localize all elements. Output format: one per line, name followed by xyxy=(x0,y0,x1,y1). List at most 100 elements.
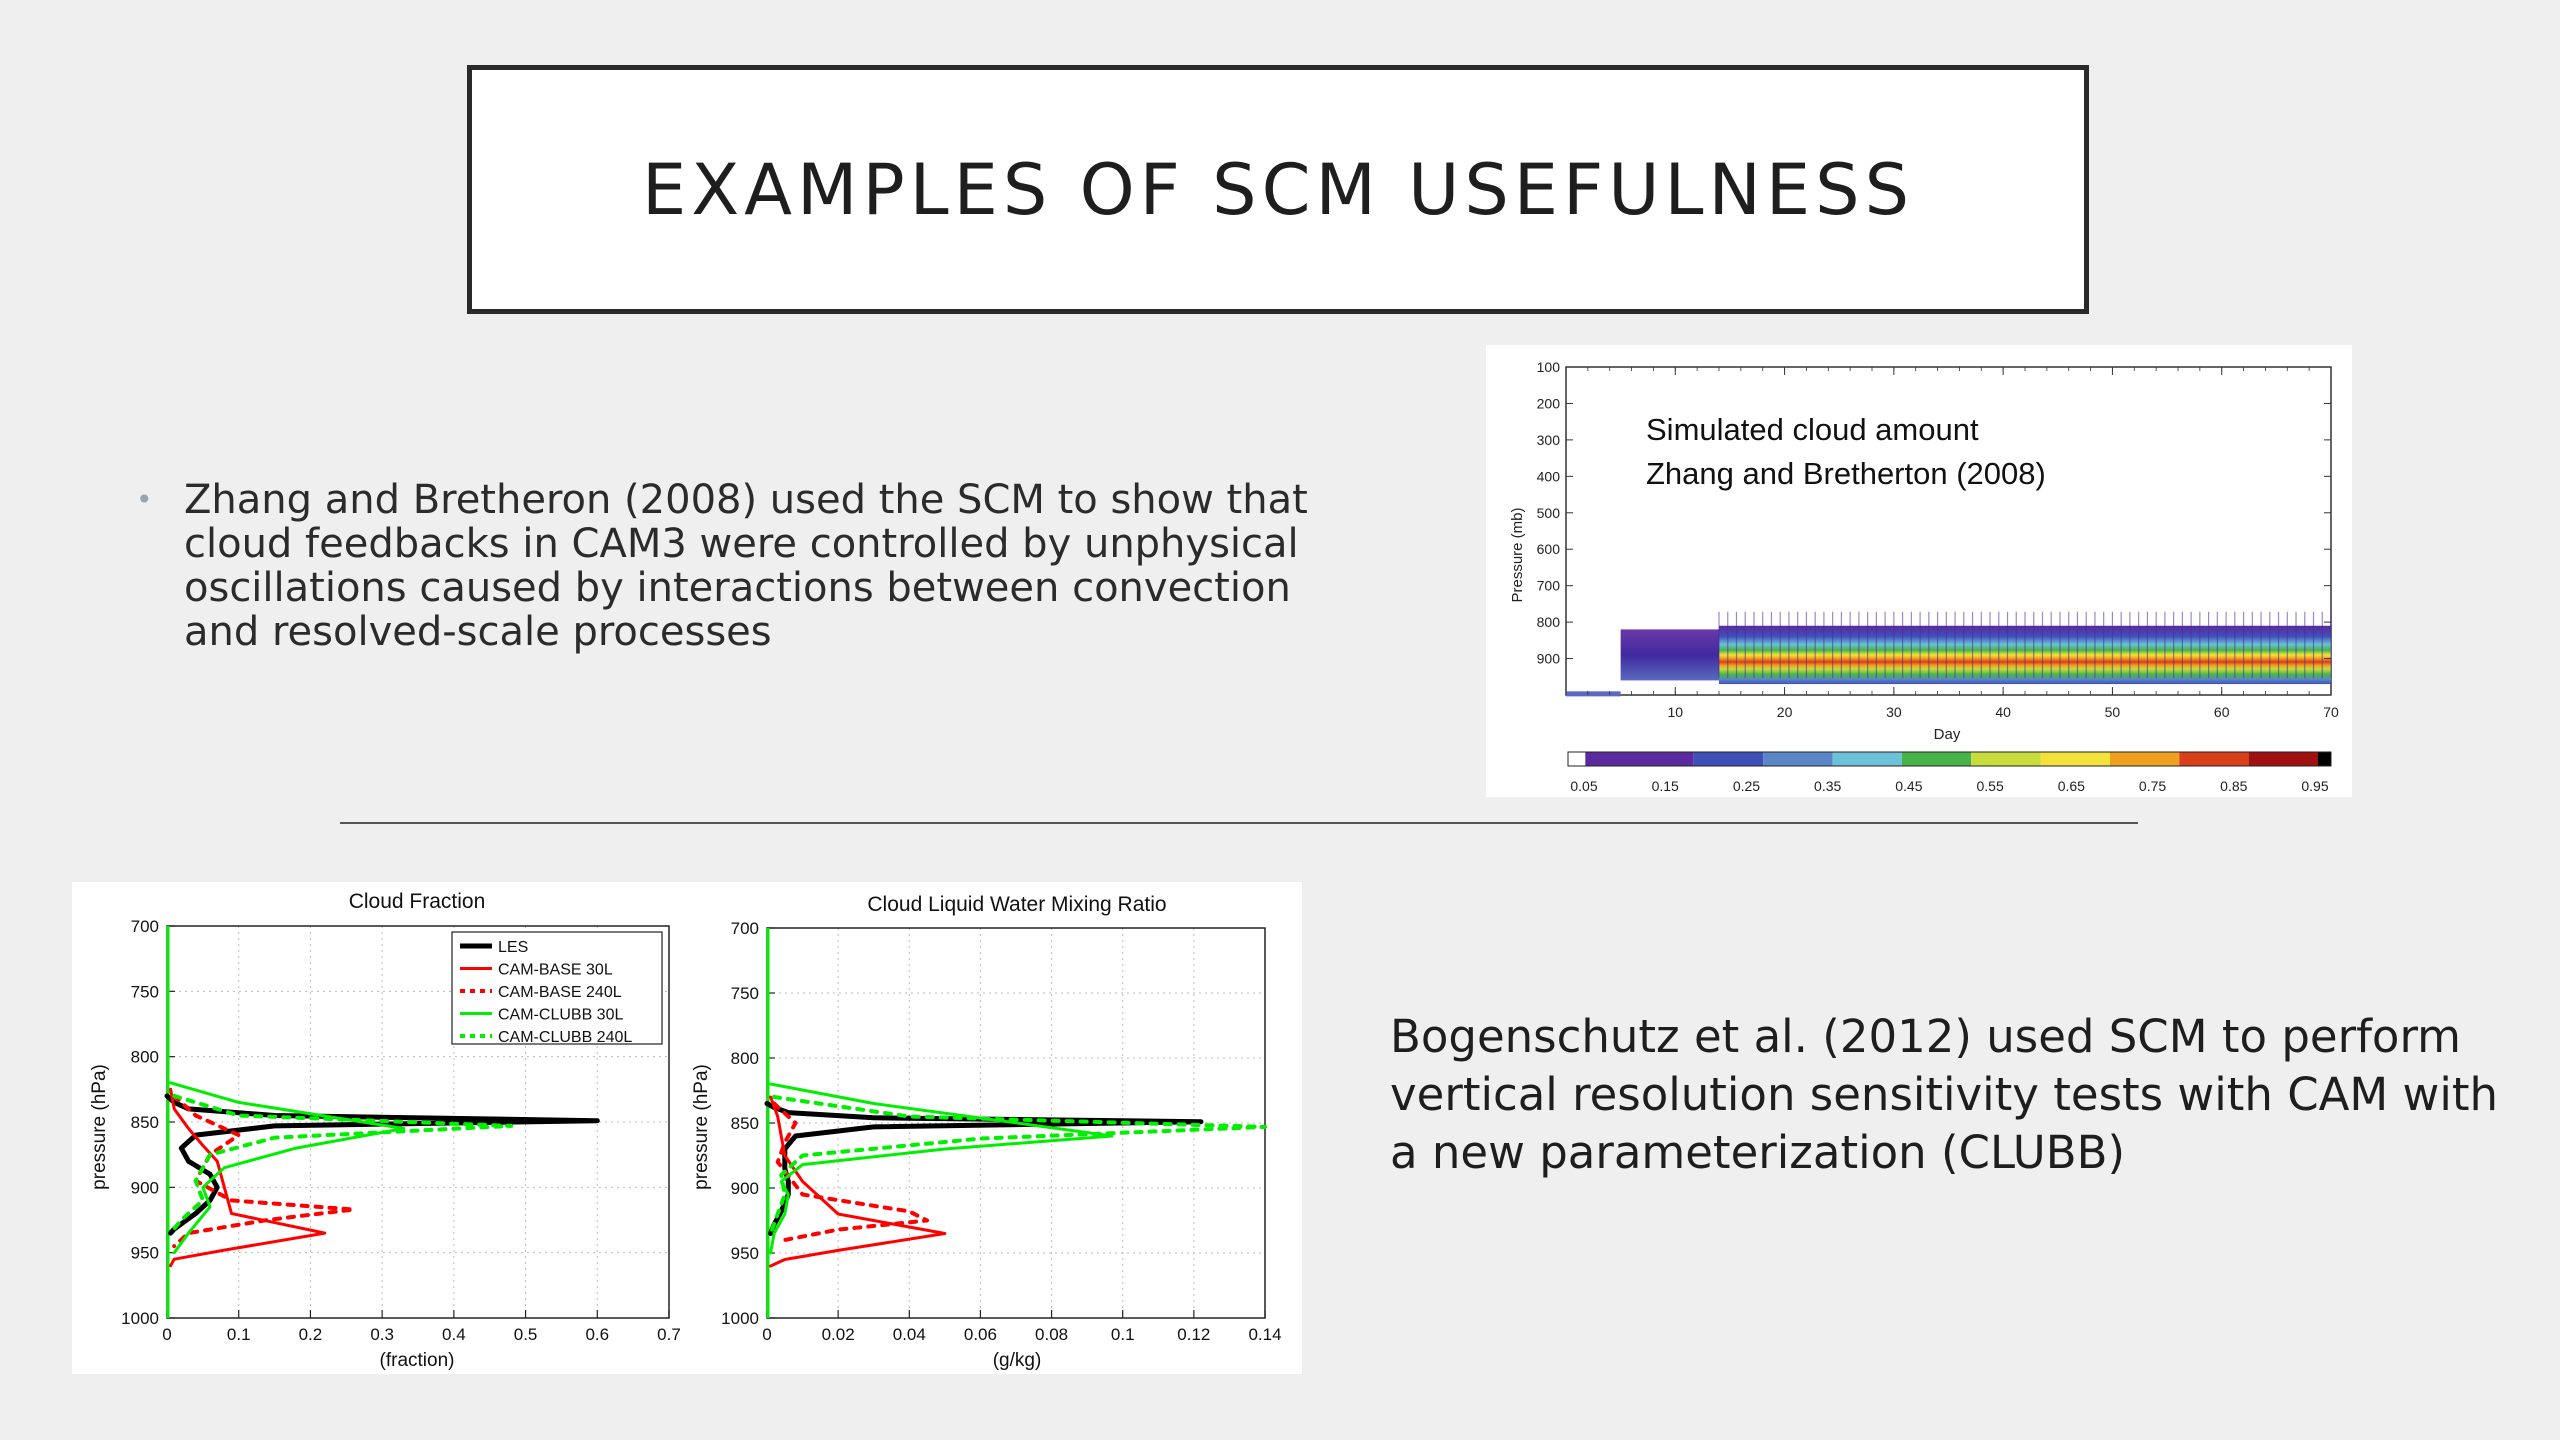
annotation-line-1: Simulated cloud amount xyxy=(1646,412,1979,447)
series-line-les xyxy=(764,1101,1204,1236)
chart1-x-label: (fraction) xyxy=(380,1350,455,1371)
y-tick-label: 850 xyxy=(731,1114,759,1133)
heatmap-x-tick-label: 30 xyxy=(1886,704,1902,720)
x-tick-label: 0 xyxy=(162,1325,171,1344)
y-tick-label: 750 xyxy=(131,982,159,1001)
heatmap-y-tick-label: 100 xyxy=(1537,359,1561,375)
y-tick-label: 1000 xyxy=(121,1309,159,1328)
divider-line xyxy=(340,822,2138,824)
heatmap-y-tick-label: 800 xyxy=(1537,614,1561,630)
profile-figures: Cloud Fraction (fraction) pressure (hPa)… xyxy=(72,882,1302,1374)
heatmap-y-tick-label: 200 xyxy=(1537,395,1561,411)
bullet-dot-icon: • xyxy=(136,483,153,516)
colorbar-tick-label: 0.85 xyxy=(2220,778,2247,794)
legend-label: CAM-CLUBB 240L xyxy=(498,1029,632,1046)
colorbar-tick-label: 0.05 xyxy=(1570,778,1597,794)
x-tick-label: 0.7 xyxy=(657,1325,681,1344)
series-line-cam-clubb-30l xyxy=(169,1081,406,1255)
x-tick-label: 0.3 xyxy=(370,1325,394,1344)
slide-title: EXAMPLES OF SCM USEFULNESS xyxy=(641,148,1914,231)
colorbar-segment xyxy=(1693,752,1764,766)
colorbar-segment xyxy=(1568,752,1586,766)
legend-box xyxy=(451,931,663,1045)
heatmap-x-tick-label: 70 xyxy=(2323,704,2339,720)
colorbar-segment xyxy=(2109,752,2180,766)
series-line-cam-clubb-240l xyxy=(168,1093,514,1236)
y-tick-label: 950 xyxy=(131,1244,159,1263)
chart2-x-label: (g/kg) xyxy=(993,1350,1042,1371)
x-tick-label: 0.2 xyxy=(299,1325,323,1344)
series-line-cam-base-240l xyxy=(772,1101,930,1242)
y-tick-label: 800 xyxy=(131,1048,159,1067)
heatmap-x-tick-label: 20 xyxy=(1777,704,1793,720)
profile-charts: Cloud Fraction (fraction) pressure (hPa)… xyxy=(89,890,1282,1371)
annotation-line-2: Zhang and Bretherton (2008) xyxy=(1646,456,2046,491)
colorbar-segment xyxy=(2248,752,2318,766)
heatmap-x-tick-label: 10 xyxy=(1667,704,1683,720)
bullet-text: Zhang and Bretheron (2008) used the SCM … xyxy=(184,477,1308,655)
y-tick-label: 750 xyxy=(731,984,759,1003)
series-line-cam-clubb-30l xyxy=(769,1082,1114,1255)
series-line-cam-clubb-240l xyxy=(768,1095,1267,1236)
legend-label: LES xyxy=(498,939,528,956)
series-line-cam-base-30l xyxy=(169,1087,327,1268)
x-tick-label: 0.08 xyxy=(1035,1325,1068,1344)
chart2-title: Cloud Liquid Water Mixing Ratio xyxy=(867,893,1166,916)
cloud-amount-figure: 100 200 300 400 500 600 700 800 900 10 20 30 40 50 60 7… xyxy=(1486,345,2352,797)
heatmap-y-tick-label: 300 xyxy=(1537,432,1561,448)
heatmap-y-label: Pressure (mb) xyxy=(1509,507,1526,602)
colorbar-tick-label: 0.75 xyxy=(2139,778,2166,794)
heatmap-y-tick-label: 500 xyxy=(1537,505,1561,521)
x-tick-label: 0.4 xyxy=(442,1325,466,1344)
y-tick-label: 700 xyxy=(131,917,159,936)
y-tick-label: 950 xyxy=(731,1244,759,1263)
cloud-amount-chart: 100 200 300 400 500 600 700 800 900 10 20 30 40 50 60 7… xyxy=(1509,359,2339,794)
x-tick-label: 0.6 xyxy=(585,1325,609,1344)
x-tick-label: 0.06 xyxy=(964,1325,997,1344)
heatmap-y-tick-label: 700 xyxy=(1537,578,1561,594)
x-tick-label: 0.12 xyxy=(1177,1325,1210,1344)
heatmap-x-label: Day xyxy=(1934,726,1961,743)
legend-label: CAM-BASE 30L xyxy=(498,962,613,979)
chart2-y-label: pressure (hPa) xyxy=(691,1064,712,1190)
y-tick-label: 700 xyxy=(731,919,759,938)
colorbar-tick-label: 0.35 xyxy=(1814,778,1841,794)
colorbar-segment xyxy=(1971,752,2041,766)
colorbar-segment xyxy=(2179,752,2249,766)
colorbar-tick-label: 0.65 xyxy=(2058,778,2085,794)
bogenschutz-paragraph: Bogenschutz et al. (2012) used SCM to pe… xyxy=(1390,1010,2498,1179)
x-tick-label: 0 xyxy=(762,1325,771,1344)
heatmap-y-tick-label: 600 xyxy=(1537,541,1561,557)
heatmap-early-cloud xyxy=(1620,629,1719,681)
colorbar-segment xyxy=(2040,752,2110,766)
y-tick-label: 1000 xyxy=(721,1309,759,1328)
x-tick-label: 0.1 xyxy=(1111,1325,1135,1344)
heatmap-y-tick-label: 900 xyxy=(1537,651,1561,667)
slide-title-box: EXAMPLES OF SCM USEFULNESS xyxy=(467,65,2089,314)
colorbar-tick-label: 0.25 xyxy=(1733,778,1760,794)
colorbar-tick-label: 0.15 xyxy=(1652,778,1679,794)
colorbar-tick-label: 0.55 xyxy=(1976,778,2003,794)
x-tick-label: 0.02 xyxy=(822,1325,855,1344)
heatmap-low-cloud xyxy=(1566,691,1621,697)
colorbar-segment xyxy=(1585,752,1694,766)
x-tick-label: 0.14 xyxy=(1248,1325,1281,1344)
chart1-title: Cloud Fraction xyxy=(349,890,486,913)
colorbar-frame xyxy=(1567,751,2332,767)
heatmap-x-tick-label: 60 xyxy=(2214,704,2230,720)
series-line-cam-base-240l xyxy=(172,1093,356,1249)
bullet-point: • Zhang and Bretheron (2008) used the SC… xyxy=(136,477,1368,655)
legend-label: CAM-CLUBB 30L xyxy=(498,1007,623,1024)
heatmap-y-tick-label: 400 xyxy=(1537,468,1561,484)
colorbar-segment xyxy=(1763,752,1833,766)
heatmap-x-tick-label: 50 xyxy=(2105,704,2121,720)
y-tick-label: 850 xyxy=(131,1113,159,1132)
heatmap-x-tick-label: 40 xyxy=(1995,704,2011,720)
y-tick-label: 900 xyxy=(731,1179,759,1198)
chart1-y-label: pressure (hPa) xyxy=(89,1064,110,1190)
x-tick-label: 0.1 xyxy=(227,1325,251,1344)
y-tick-label: 800 xyxy=(731,1049,759,1068)
x-tick-label: 0.5 xyxy=(514,1325,538,1344)
colorbar-segment xyxy=(1901,752,1972,766)
colorbar-tick-label: 0.45 xyxy=(1895,778,1922,794)
